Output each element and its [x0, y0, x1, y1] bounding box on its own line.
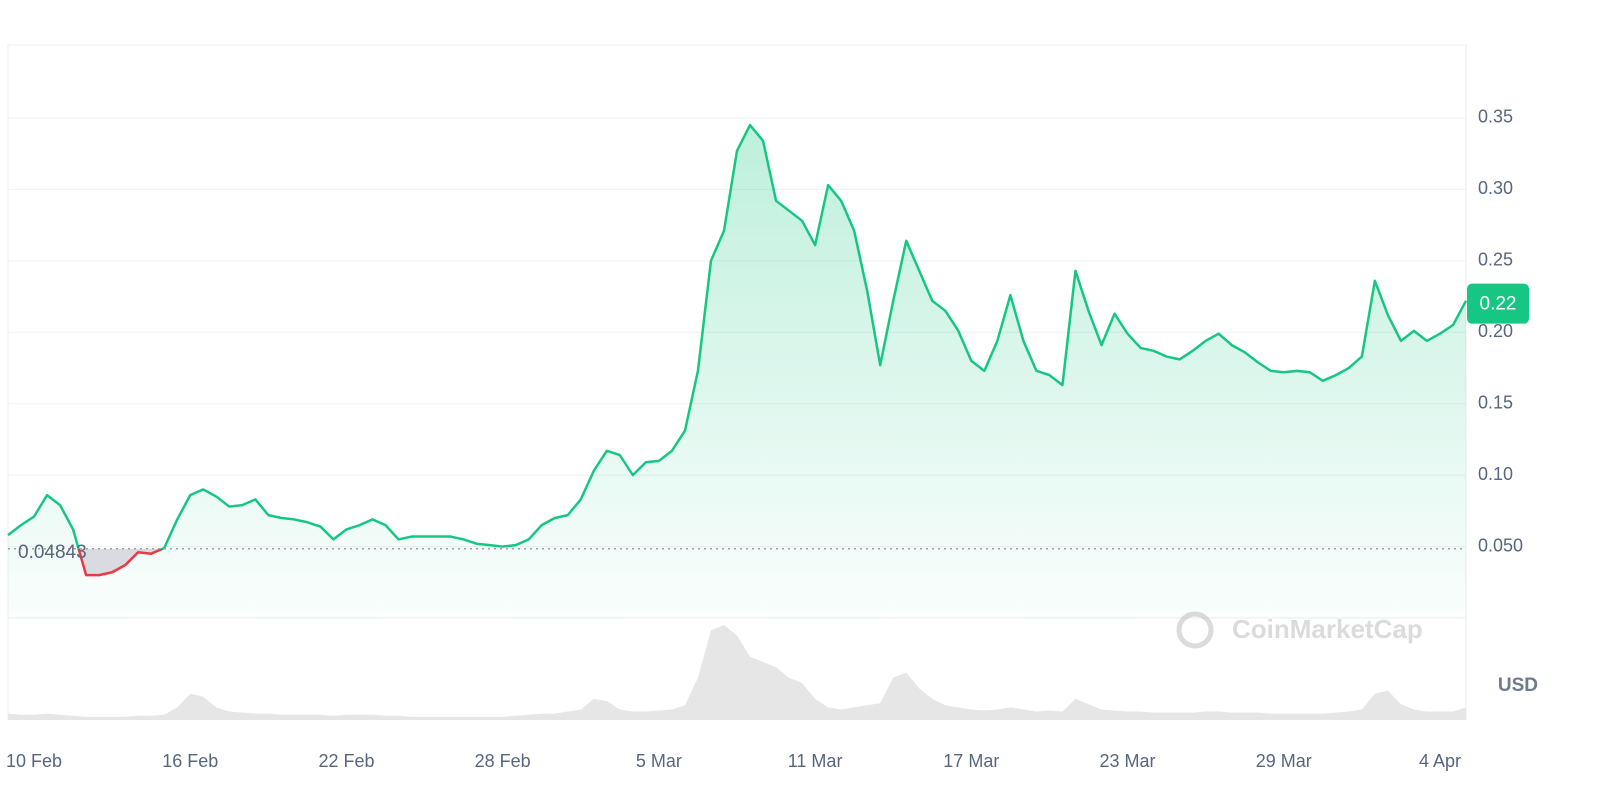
x-tick-label: 5 Mar	[636, 751, 682, 771]
currency-label: USD	[1498, 675, 1538, 696]
x-tick-label: 17 Mar	[943, 751, 999, 771]
watermark: CoinMarketCap	[1176, 611, 1423, 649]
x-tick-label: 23 Mar	[1100, 751, 1156, 771]
x-tick-label: 22 Feb	[318, 751, 374, 771]
price-area	[8, 125, 1466, 619]
watermark-text: CoinMarketCap	[1232, 614, 1423, 644]
y-tick-label: 0.30	[1478, 178, 1513, 198]
x-tick-label: 10 Feb	[6, 751, 62, 771]
x-tick-label: 11 Mar	[788, 751, 843, 771]
last-price-badge	[1467, 283, 1529, 324]
y-tick-label: 0.35	[1478, 107, 1513, 127]
y-tick-label: 0.050	[1478, 535, 1523, 555]
watermark-logo	[1176, 611, 1214, 649]
x-tick-label: 28 Feb	[475, 751, 531, 771]
y-tick-label: 0.20	[1478, 321, 1513, 341]
y-tick-label: 0.10	[1478, 464, 1513, 484]
x-tick-label: 29 Mar	[1256, 751, 1312, 771]
y-tick-label: 0.15	[1478, 392, 1513, 412]
last-price-label: 0.22	[1480, 294, 1517, 315]
price-line	[7, 123, 1468, 577]
x-tick-label: 16 Feb	[162, 751, 218, 771]
y-tick-label: 0.25	[1478, 250, 1513, 270]
volume-area	[8, 625, 1466, 720]
baseline-label: 0.04843	[18, 542, 87, 563]
x-tick-label: 4 Apr	[1419, 751, 1461, 771]
